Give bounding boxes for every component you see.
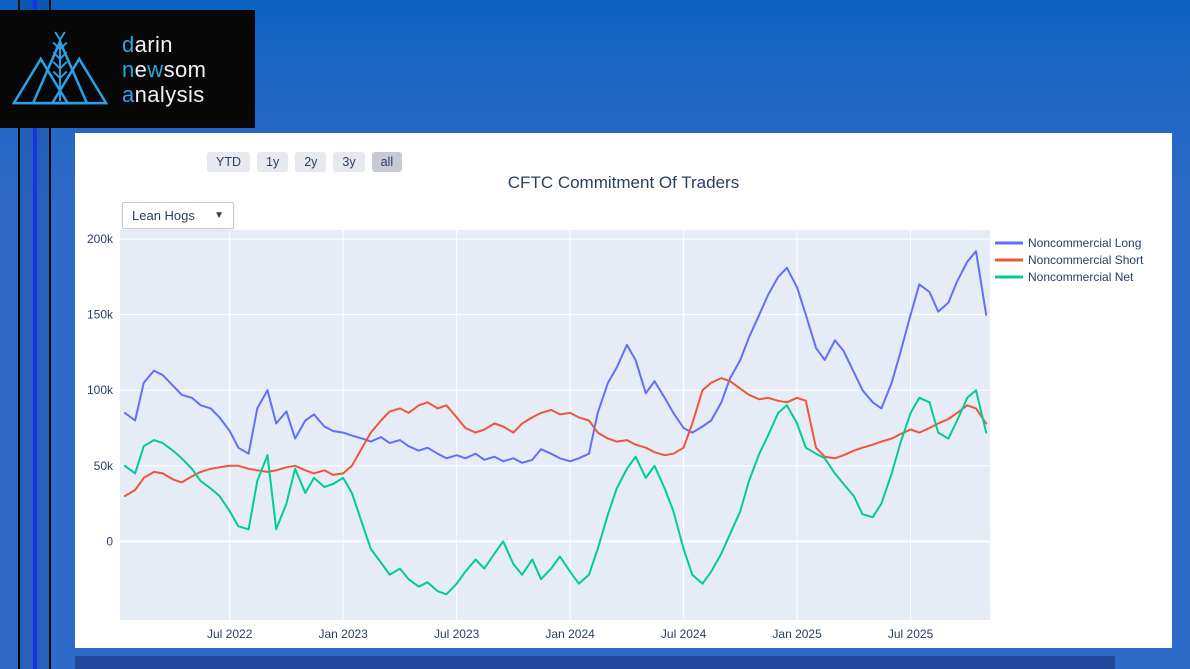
x-tick-label: Jul 2025 xyxy=(888,627,934,641)
chart-card: Jul 2022 Jan 2023 Jul 2023 Jan 2024 Jul 2024… xyxy=(75,133,1172,648)
range-selector: YTD 1y 2y 3y all xyxy=(207,152,403,172)
y-tick-label: 200k xyxy=(87,232,114,246)
y-tick-label: 50k xyxy=(94,459,114,473)
logo-text: darin newsom analysis xyxy=(122,32,206,107)
range-button-all[interactable]: all xyxy=(371,152,403,172)
range-button-3y[interactable]: 3y xyxy=(333,152,365,172)
x-tick-label: Jul 2022 xyxy=(207,627,253,641)
bottom-bar xyxy=(75,656,1115,669)
x-tick-label: Jan 2025 xyxy=(772,627,822,641)
series-line-noncommercial-net[interactable] xyxy=(123,389,988,596)
chart-title: CFTC Commitment Of Traders xyxy=(507,173,740,192)
left-stripe-dark-2 xyxy=(49,0,51,669)
legend-item-noncommercial-net[interactable]: Noncommercial Net xyxy=(1028,270,1134,284)
y-tick-label: 100k xyxy=(87,383,114,397)
left-stripe-accent xyxy=(33,0,37,669)
y-tick-label: 0 xyxy=(106,534,113,548)
mountains-wheat-logo-icon xyxy=(12,31,108,105)
x-tick-label: Jul 2024 xyxy=(661,627,707,641)
cot-chart-svg: Jul 2022 Jan 2023 Jul 2023 Jan 2024 Jul 2024… xyxy=(87,230,1144,641)
commodity-dropdown[interactable]: Lean Hogs ▼ xyxy=(122,202,234,229)
left-stripe-dark-1 xyxy=(18,0,20,669)
x-tick-label: Jan 2023 xyxy=(318,627,368,641)
legend-item-noncommercial-long[interactable]: Noncommercial Long xyxy=(1028,236,1141,250)
x-tick-label: Jul 2023 xyxy=(434,627,480,641)
range-button-1y[interactable]: 1y xyxy=(257,152,289,172)
logo-text-line: newsom xyxy=(122,56,207,82)
x-tick-label: Jan 2024 xyxy=(545,627,595,641)
range-button-2y[interactable]: 2y xyxy=(295,152,327,172)
range-button-ytd[interactable]: YTD xyxy=(207,152,250,172)
logo-text-line: darin xyxy=(122,31,173,57)
dropdown-value: Lean Hogs xyxy=(132,208,195,223)
y-tick-label: 150k xyxy=(87,308,114,322)
logo-text-line: analysis xyxy=(122,81,205,107)
chevron-down-icon: ▼ xyxy=(214,210,224,221)
plot-area[interactable] xyxy=(120,230,990,620)
legend-item-noncommercial-short[interactable]: Noncommercial Short xyxy=(1028,253,1144,267)
series-line-noncommercial-long[interactable] xyxy=(123,250,988,464)
logo: darin newsom analysis xyxy=(0,10,255,128)
